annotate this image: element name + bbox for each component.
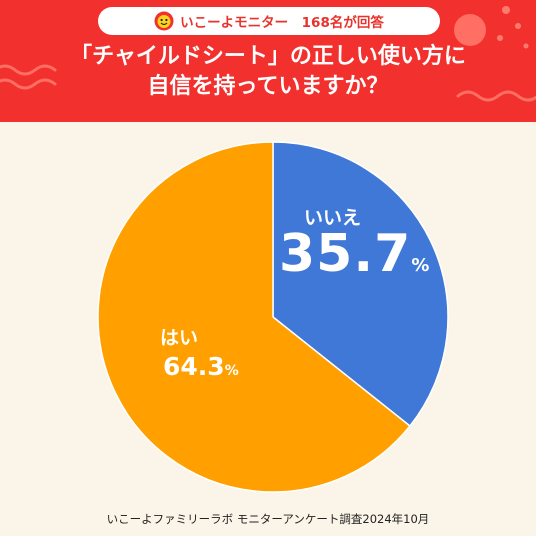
respondent-badge: いこーよモニター 168名が回答 bbox=[98, 7, 440, 35]
value-no: 35.7 bbox=[279, 224, 412, 284]
pie-slice-no bbox=[272, 141, 449, 428]
slice-label-yes: はい bbox=[160, 327, 199, 349]
pie-slice-yes bbox=[97, 141, 411, 493]
question-line-1: 「チャイルドシート」の正しい使い方に bbox=[70, 44, 466, 69]
value-yes: 64.3 bbox=[163, 352, 225, 381]
unit-no: % bbox=[411, 255, 430, 276]
unit-yes: % bbox=[224, 363, 239, 379]
header-decoration bbox=[0, 6, 536, 102]
ikoyo-face-icon bbox=[154, 11, 174, 31]
slice-value-yes: 64.3% bbox=[163, 352, 239, 386]
slice-label-no: いいえ bbox=[304, 207, 362, 229]
pie-chart bbox=[97, 141, 449, 493]
badge-text: いこーよモニター 168名が回答 bbox=[180, 15, 384, 31]
survey-question: 「チャイルドシート」の正しい使い方に 自信を持っていますか？ bbox=[0, 42, 536, 102]
header-banner: いこーよモニター 168名が回答 「チャイルドシート」の正しい使い方に 自信を持… bbox=[0, 0, 536, 122]
slice-value-no: 35.7% bbox=[279, 222, 429, 298]
survey-source: いこーよファミリーラボ モニターアンケート調査2024年10月 bbox=[106, 512, 430, 526]
question-line-2: 自信を持っていますか？ bbox=[147, 74, 389, 99]
